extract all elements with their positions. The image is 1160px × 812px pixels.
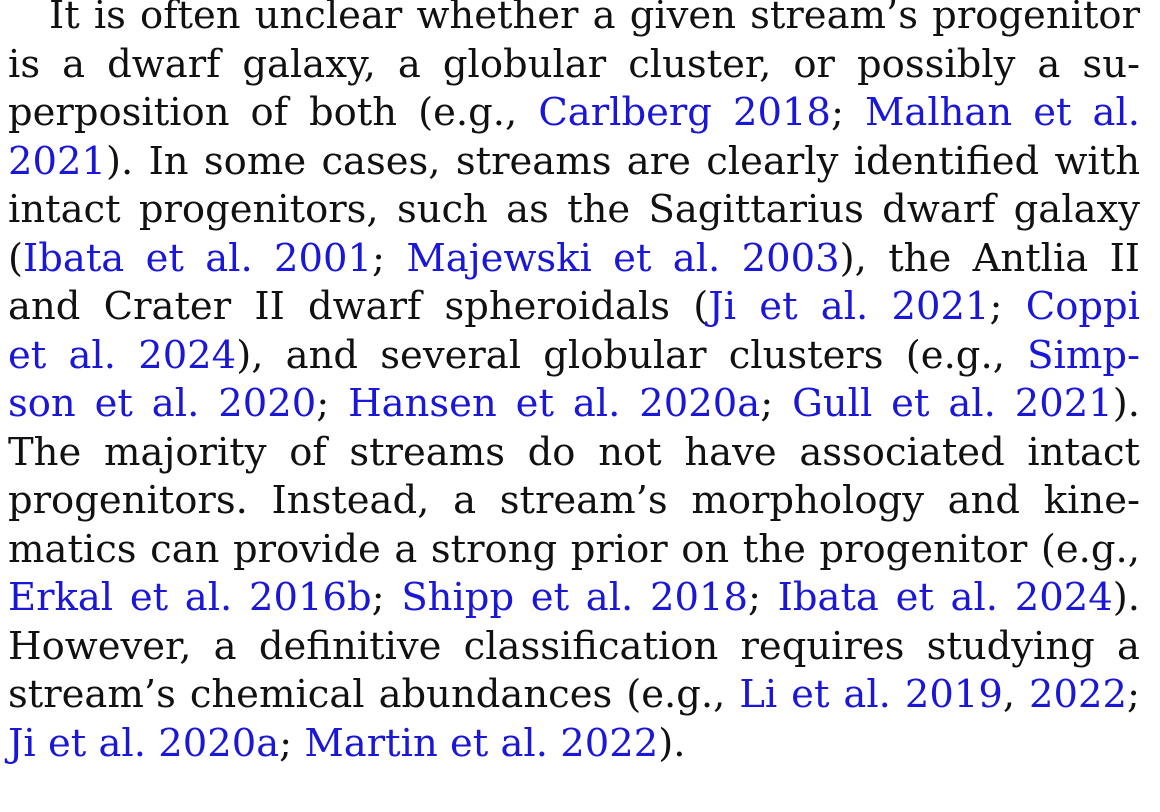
citation-link[interactable]: Malhan et al. — [864, 90, 1141, 135]
text-line: and Crater II dwarf spheroidals (Ji et a… — [8, 283, 1140, 332]
text-run: ; — [372, 235, 407, 281]
text-run: ; — [279, 720, 305, 766]
citation-link[interactable]: Li et al. 2019 — [739, 672, 1003, 717]
text-run: matics can provide a strong prior on the… — [8, 526, 1140, 572]
text-line: is a dwarf galaxy, a globular cluster, o… — [8, 41, 1140, 90]
paper-page: It is often unclear whether a given stre… — [8, 0, 1140, 768]
text-line: (Ibata et al. 2001; Majewski et al. 2003… — [8, 235, 1140, 284]
text-run: ), the Antlia II — [839, 235, 1141, 281]
text-run: ). In some cases, streams are clearly id… — [105, 138, 1140, 184]
citation-link[interactable]: Ibata et al. 2001 — [23, 235, 373, 281]
citation-link[interactable]: Majewski et al. 2003 — [406, 235, 840, 281]
text-line: et al. 2024), and several globular clust… — [8, 332, 1140, 381]
citation-link[interactable]: Ji et al. 2020a — [8, 720, 280, 766]
text-run: ( — [8, 235, 24, 281]
text-line: It is often unclear whether a given stre… — [8, 0, 1140, 41]
text-line: intact progenitors, such as the Sagittar… — [8, 186, 1140, 235]
text-line: Erkal et al. 2016b; Shipp et al. 2018; I… — [8, 574, 1140, 623]
citation-link[interactable]: Simp- — [1027, 332, 1141, 378]
citation-link[interactable]: Coppi — [1025, 284, 1140, 329]
citation-link[interactable]: Hansen et al. 2020a — [348, 381, 761, 426]
text-run: ; — [316, 381, 349, 426]
text-line: stream’s chemical abundances (e.g., Li e… — [8, 671, 1140, 720]
text-run: progenitors. Instead, a stream’s morphol… — [8, 478, 1140, 523]
text-run: The majority of streams do not have asso… — [8, 429, 1140, 475]
text-line: son et al. 2020; Hansen et al. 2020a; Gu… — [8, 380, 1140, 429]
text-line: perposition of both (e.g., Carlberg 2018… — [8, 89, 1140, 138]
text-run: ; — [371, 575, 402, 620]
text-run: However, a definitive classification req… — [8, 623, 1140, 669]
citation-link[interactable]: Erkal — [8, 575, 114, 620]
citation-link[interactable]: Shipp et al. 2018 — [401, 575, 748, 620]
text-run: is a dwarf galaxy, a globular cluster, o… — [8, 41, 1140, 87]
text-line: 2021). In some cases, streams are clearl… — [8, 138, 1140, 187]
text-run: It is often unclear whether a given stre… — [49, 0, 1140, 38]
citation-link[interactable]: et al. 2024 — [8, 332, 237, 378]
text-run: ). — [1112, 575, 1140, 620]
citation-link[interactable]: Ji et al. 2021 — [708, 284, 990, 329]
text-run: ; — [747, 575, 778, 620]
text-line: matics can provide a strong prior on the… — [8, 526, 1140, 575]
text-line: The majority of streams do not have asso… — [8, 429, 1140, 478]
body-paragraph: It is often unclear whether a given stre… — [8, 0, 1140, 768]
text-run: perposition of both (e.g., — [8, 90, 539, 135]
text-run: ; — [760, 381, 793, 426]
text-run: ; — [1127, 672, 1140, 717]
text-run: ), and several globular clusters (e.g., — [236, 332, 1028, 378]
text-run: ; — [989, 284, 1026, 329]
citation-link[interactable]: Ibata et al. 2024 — [777, 575, 1113, 620]
citation-link[interactable]: son et al. 2020 — [8, 381, 317, 426]
text-run: ). — [1112, 381, 1140, 426]
text-line: Ji et al. 2020a; Martin et al. 2022). — [8, 720, 1140, 769]
text-line: progenitors. Instead, a stream’s morphol… — [8, 477, 1140, 526]
text-run: ). — [658, 720, 686, 766]
text-run: , — [1002, 672, 1030, 717]
text-run: intact progenitors, such as the Sagittar… — [8, 187, 1140, 232]
citation-link[interactable]: 2022 — [1029, 672, 1128, 717]
text-line: However, a definitive classification req… — [8, 623, 1140, 672]
citation-link[interactable]: Carlberg 2018 — [538, 90, 831, 135]
citation-link[interactable]: Gull et al. 2021 — [792, 381, 1113, 426]
text-run: ; — [830, 90, 865, 135]
citation-link[interactable]: Martin et al. 2022 — [304, 720, 659, 766]
text-run: stream’s chemical abundances (e.g., — [8, 672, 740, 717]
citation-link[interactable]: 2021 — [8, 138, 106, 184]
citation-link[interactable]: et al. 2016b — [113, 575, 372, 620]
text-run: and Crater II dwarf spheroidals ( — [8, 284, 709, 329]
